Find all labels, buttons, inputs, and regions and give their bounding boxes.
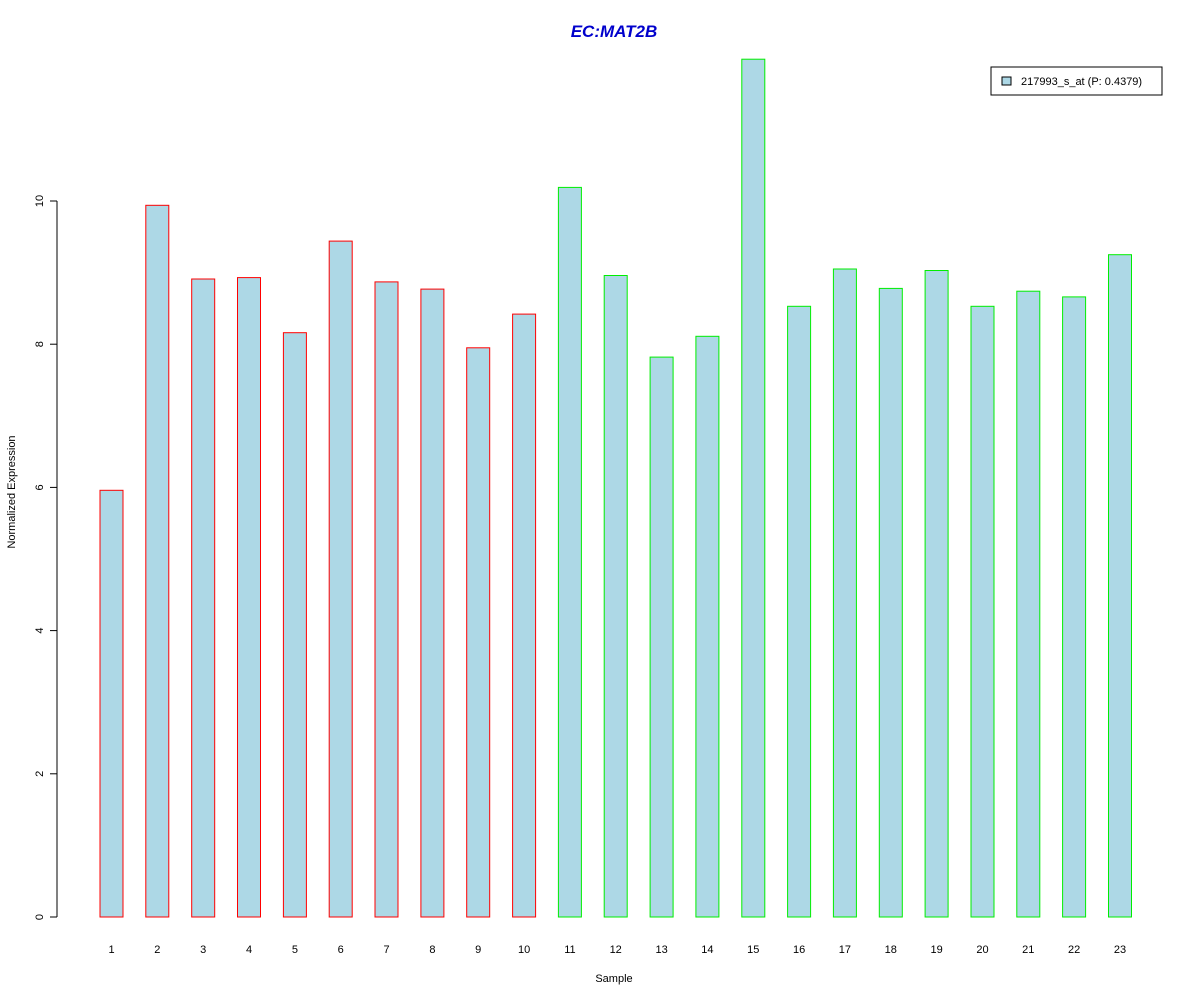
x-tick-label: 9 [475,944,481,956]
x-tick-labels: 1 2 3 4 5 6 7 8 9 10 11 12 13 14 15 16 17 18 19 20 21 22 23 [108,944,1126,956]
x-tick-label: 4 [246,944,252,956]
bar-sample-5 [282,332,307,918]
x-tick-label: 23 [1114,944,1126,956]
bar-sample-3 [191,278,216,918]
y-tick-label: 8 [34,341,46,347]
bars [99,58,1132,918]
y-tick-label: 10 [34,195,46,207]
bar-sample-17 [832,268,857,918]
x-tick-label: 22 [1068,944,1080,956]
x-tick-label: 6 [338,944,344,956]
y-tick-label: 6 [34,484,46,490]
x-tick-label: 8 [429,944,435,956]
bar-sample-1 [99,489,124,918]
x-tick-label: 17 [839,944,851,956]
x-tick-label: 13 [655,944,667,956]
y-tick-label: 4 [34,628,46,634]
x-tick-label: 1 [108,944,114,956]
x-tick-label: 10 [518,944,530,956]
x-tick-label: 20 [976,944,988,956]
y-tick-label: 2 [34,771,46,777]
bar-sample-11 [557,186,582,918]
bar-sample-4 [237,277,261,918]
bar-sample-13 [649,356,674,918]
bar-sample-12 [603,275,628,918]
legend-swatch [1001,76,1012,86]
x-tick-label: 3 [200,944,206,956]
x-tick-label: 21 [1022,944,1034,956]
bar-sample-9 [466,347,491,918]
bar-sample-16 [787,305,812,918]
x-tick-label: 16 [793,944,805,956]
x-tick-label: 5 [292,944,298,956]
x-tick-label: 11 [564,944,575,956]
bar-sample-21 [1016,290,1041,918]
bar-sample-7 [374,281,399,918]
x-tick-label: 19 [930,944,942,956]
legend-label: 217993_s_at (P: 0.4379) [1021,76,1142,88]
x-tick-label: 7 [383,944,389,956]
bar-sample-15 [741,58,766,918]
x-axis-label: Sample [595,973,632,985]
bar-sample-19 [924,270,949,918]
x-tick-label: 14 [701,944,713,956]
y-axis: 0 2 4 6 8 10 [34,195,58,920]
x-tick-label: 18 [885,944,897,956]
x-tick-label: 2 [154,944,160,956]
bar-sample-2 [145,204,170,918]
bar-sample-8 [420,288,445,918]
y-tick-label: 0 [34,914,46,920]
y-axis-label: Normalized Expression [6,435,18,548]
legend-box [990,66,1163,96]
x-tick-label: 12 [610,944,622,956]
bar-sample-23 [1108,254,1132,918]
legend: 217993_s_at (P: 0.4379) [990,66,1163,96]
bar-sample-10 [512,313,537,918]
chart-title: EC:MAT2B [571,22,658,41]
bar-sample-18 [878,287,903,918]
bar-sample-20 [970,305,995,918]
x-tick-label: 15 [747,944,759,956]
bar-sample-22 [1062,296,1087,918]
bar-sample-14 [695,335,720,918]
bar-sample-6 [328,240,353,918]
